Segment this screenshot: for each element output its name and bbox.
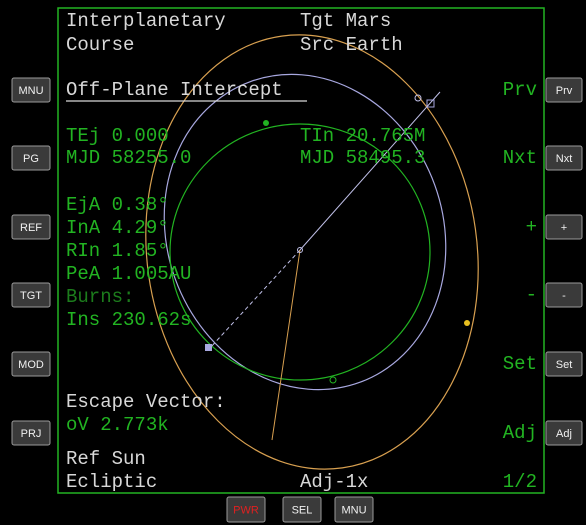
button-label: Set	[556, 359, 573, 371]
target-orbit	[145, 34, 479, 470]
button[interactable]: MNU	[11, 77, 51, 103]
button-face	[545, 282, 583, 308]
button-face	[545, 214, 583, 240]
button[interactable]: TGT	[11, 282, 51, 308]
ref: Ref Sun	[66, 448, 146, 470]
button-face	[545, 351, 583, 377]
eject-line	[209, 249, 301, 349]
escape-value: oV 2.773k	[66, 414, 169, 436]
orbit-plot	[145, 34, 479, 470]
side-label: -	[526, 284, 537, 306]
ship-marker	[205, 344, 212, 351]
button-face	[545, 145, 583, 171]
button[interactable]: PWR	[226, 496, 266, 523]
intercept-time: TIn 20.765M	[300, 125, 425, 147]
button-face	[334, 496, 374, 523]
page: 1/2	[503, 471, 537, 493]
button-face	[11, 282, 51, 308]
button[interactable]: -	[545, 282, 583, 308]
screen-text: Interplanetary Course Tgt Mars Src Earth…	[66, 10, 537, 493]
insertion: Ins 230.62s	[66, 309, 191, 331]
target: Tgt Mars	[300, 10, 391, 32]
eject-mjd: MJD 58255.0	[66, 147, 191, 169]
button-label: REF	[20, 222, 42, 234]
title: Course	[66, 34, 134, 56]
button-label: SEL	[292, 504, 313, 516]
button[interactable]: Nxt	[545, 145, 583, 171]
screen	[57, 7, 545, 494]
mode: Off-Plane Intercept	[66, 79, 283, 101]
button-label: MOD	[18, 359, 44, 371]
button-label: Prv	[556, 85, 573, 97]
eject-time: TEj 0.000	[66, 125, 169, 147]
transfer-orbit	[163, 73, 447, 391]
button-label: Adj	[556, 428, 572, 440]
button-face	[545, 77, 583, 103]
button-face	[11, 77, 51, 103]
button[interactable]: MOD	[11, 351, 51, 377]
button-label: MNU	[341, 504, 366, 516]
title: Interplanetary	[66, 10, 226, 32]
side-label: Adj	[503, 422, 537, 444]
button-face	[11, 420, 51, 446]
button-face	[11, 351, 51, 377]
button-label: PRJ	[21, 428, 42, 440]
button-face	[11, 214, 51, 240]
ref: Ecliptic	[66, 471, 157, 493]
button[interactable]: MNU	[334, 496, 374, 523]
sun	[297, 247, 303, 253]
button[interactable]: Set	[545, 351, 583, 377]
button[interactable]: REF	[11, 214, 51, 240]
button-face	[545, 420, 583, 446]
side-label: Set	[503, 353, 537, 375]
node	[414, 94, 422, 102]
param: PeA 1.005AU	[66, 263, 191, 285]
param: EjA 0.38°	[66, 194, 169, 216]
side-label: Nxt	[503, 147, 537, 169]
intercept-mjd: MJD 58495.3	[300, 147, 425, 169]
side-labels: Prv Nxt + - Set Adj	[503, 79, 537, 444]
button[interactable]: SEL	[282, 496, 322, 523]
source: Src Earth	[300, 34, 403, 56]
param: RIn 1.85°	[66, 240, 169, 262]
side-label: +	[526, 216, 537, 238]
burns-label: Burns:	[66, 286, 134, 308]
button[interactable]: PG	[11, 145, 51, 171]
intercept-marker	[426, 99, 435, 108]
buttons: MNU PG REF TGT MOD PRJ Prv Nxt + - Set Adj PWR SEL MNU	[11, 77, 583, 523]
node	[329, 376, 337, 384]
ref-line	[271, 249, 301, 441]
button[interactable]: PRJ	[11, 420, 51, 446]
mars	[464, 320, 470, 326]
button-label: -	[562, 290, 566, 302]
button-label: Nxt	[556, 153, 573, 165]
button-label: +	[561, 222, 567, 234]
intercept-line	[299, 91, 441, 251]
button[interactable]: Adj	[545, 420, 583, 446]
side-label: Prv	[503, 79, 537, 101]
button-face	[11, 145, 51, 171]
button[interactable]: Prv	[545, 77, 583, 103]
button-label: PG	[23, 153, 39, 165]
button-face	[226, 496, 266, 523]
button[interactable]: +	[545, 214, 583, 240]
escape-label: Escape Vector:	[66, 391, 226, 413]
source-orbit	[169, 123, 431, 381]
adjust: Adj-1x	[300, 471, 368, 493]
earth	[263, 120, 269, 126]
button-label: PWR	[233, 504, 259, 516]
param: InA 4.29°	[66, 217, 169, 239]
button-face	[282, 496, 322, 523]
button-label: TGT	[20, 290, 42, 302]
button-label: MNU	[18, 85, 43, 97]
